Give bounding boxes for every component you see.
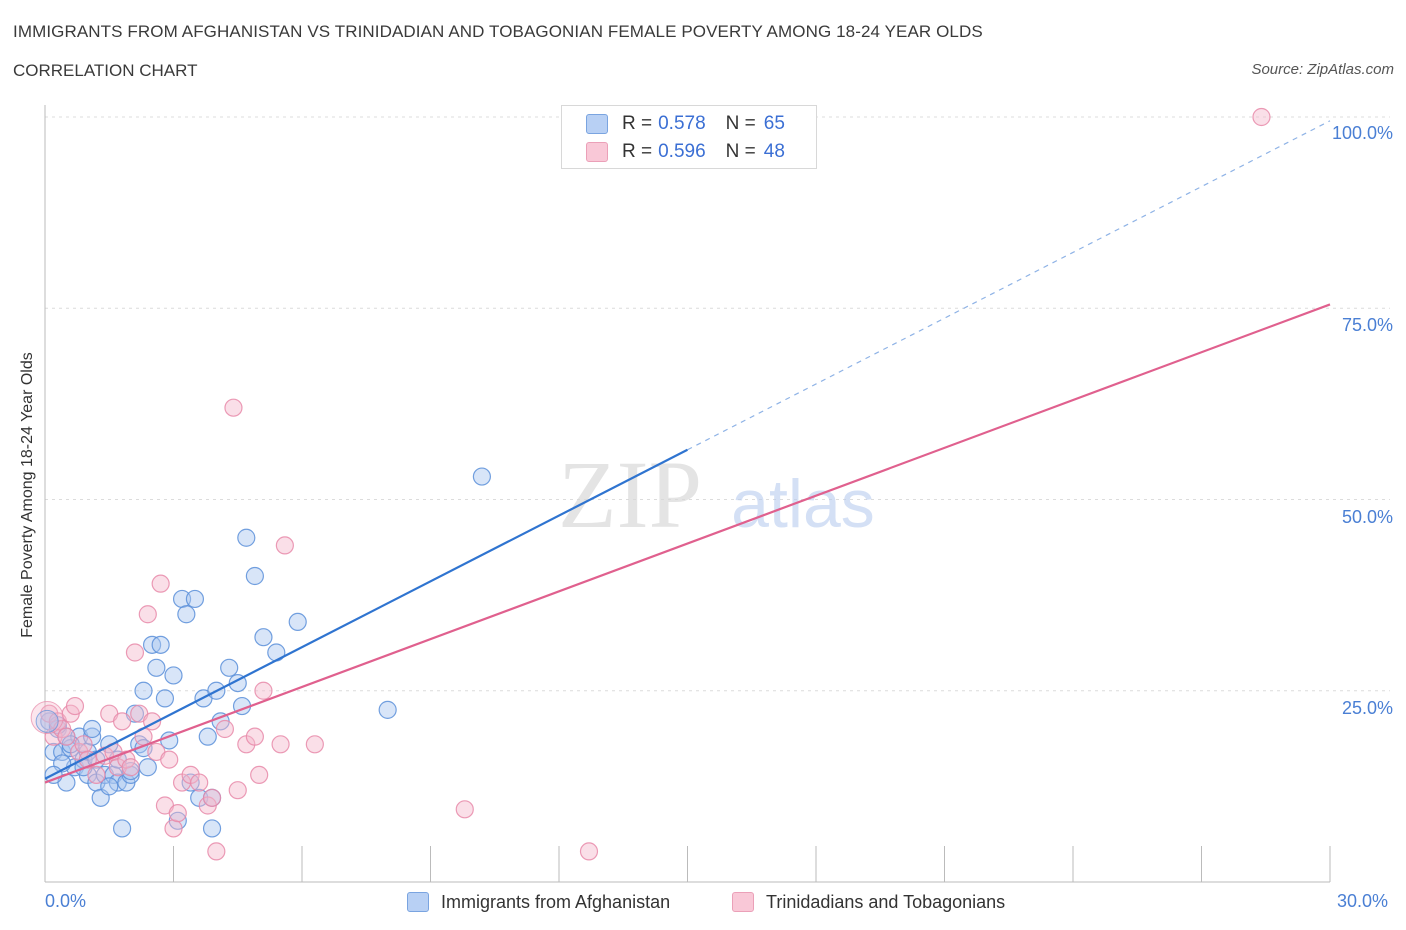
point-afghanistan [138,758,157,777]
point-trinidad [65,696,85,716]
point-afghanistan [220,658,239,677]
correlation-legend: R = 0.578 N = 65 R = 0.596 N = 48 [561,105,817,169]
point-afghanistan [378,700,397,719]
point-afghanistan [147,658,166,677]
point-trinidad [305,735,324,754]
point-trinidad [151,574,170,593]
point-trinidad [254,681,273,700]
point-afghanistan [288,612,307,632]
legend-r-label: R = [622,113,653,134]
point-afghanistan [35,709,59,733]
source-credit: Source: ZipAtlas.com [1251,61,1394,78]
watermark-atlas: atlas [731,466,875,542]
legend-item-afghanistan: Immigrants from Afghanistan [407,888,670,916]
point-trinidad [112,712,132,731]
point-afghanistan [245,566,264,586]
data-points [30,107,1271,861]
legend-item-trinidad: Trinidadians and Tobagonians [732,888,1005,916]
legend-swatch-blue [407,892,429,912]
legend-n-label: N = [725,113,756,134]
point-trinidad [121,758,140,777]
zipatlas-watermark: ZIP atlas [558,441,875,548]
y-axis-label: Female Poverty Among 18-24 Year Olds [19,352,36,638]
point-trinidad [228,781,247,800]
trendline-trinidad [44,303,1331,784]
point-afghanistan [100,777,119,796]
point-trinidad [250,765,269,785]
point-afghanistan [83,719,102,739]
trendline-afghanistan-extension [687,120,1331,451]
y-tick-label-25: 25.0% [1341,698,1393,718]
point-trinidad [455,800,474,819]
legend-label-trinidad: Trinidadians and Tobagonians [766,891,1006,912]
legend-r-value: 0.596 [658,141,706,162]
grid-lines [45,116,1390,692]
point-afghanistan [164,666,183,685]
legend-n-value: 65 [763,113,785,134]
legend-r-label: R = [622,141,653,162]
legend-swatch-pink [732,892,754,912]
point-trinidad [190,773,209,792]
legend-swatch-blue [586,114,608,134]
point-trinidad [207,842,226,861]
trendline-afghanistan [44,448,689,780]
point-trinidad [138,605,157,624]
point-afghanistan [155,689,175,708]
y-tick-label-75: 75.0% [1341,315,1393,335]
x-tick-label-min: 0.0% [45,891,87,911]
point-afghanistan [151,635,170,654]
legend-label-afghanistan: Immigrants from Afghanistan [441,891,671,912]
legend-n-label: N = [725,141,756,162]
point-trinidad [125,643,145,662]
point-afghanistan [134,681,153,700]
legend-row-afghanistan: R = 0.578 N = 65 [586,110,785,138]
point-afghanistan [472,467,491,486]
point-trinidad [30,701,64,735]
point-trinidad [74,735,93,754]
watermark-zip: ZIP [558,441,702,548]
y-tick-label-50: 50.0% [1341,507,1393,527]
point-trinidad [271,735,290,754]
point-trinidad [160,750,179,769]
point-trinidad [87,765,106,785]
point-afghanistan [185,589,205,609]
legend-n-value: 48 [763,141,785,162]
point-trinidad [1252,107,1271,127]
point-trinidad [245,727,264,746]
point-afghanistan [177,605,196,624]
point-afghanistan [254,628,273,647]
x-tick-label-max: 30.0% [1337,891,1389,911]
point-trinidad [275,536,294,555]
point-trinidad [202,788,222,807]
point-trinidad [57,727,76,746]
point-trinidad [168,804,187,823]
legend-swatch-pink [586,142,608,162]
legend-r-value: 0.578 [658,113,706,134]
trend-lines [44,120,1331,784]
point-trinidad [224,398,243,417]
point-afghanistan [237,528,256,547]
chart-title: IMMIGRANTS FROM AFGHANISTAN VS TRINIDADI… [13,22,983,41]
point-trinidad [164,819,183,838]
point-afghanistan [202,819,222,838]
legend-row-trinidad: R = 0.596 N = 48 [586,138,785,166]
point-trinidad [215,719,234,739]
point-trinidad [579,842,599,861]
point-afghanistan [112,819,132,838]
chart-subtitle: CORRELATION CHART [13,61,198,80]
point-afghanistan [198,727,217,746]
y-tick-label-100: 100.0% [1331,123,1393,143]
